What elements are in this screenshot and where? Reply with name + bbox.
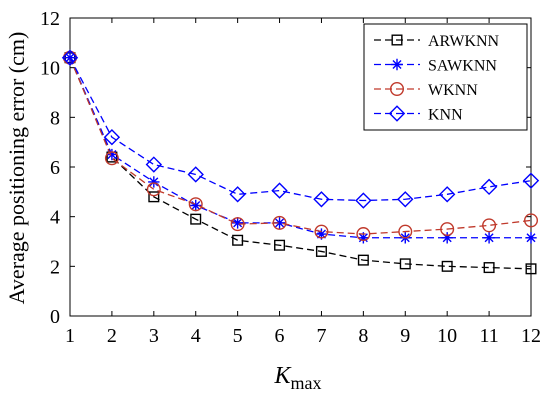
point-marker-square xyxy=(232,234,244,246)
legend-label: KNN xyxy=(428,107,463,124)
point-marker-asterisk xyxy=(231,217,244,229)
point-marker-circle xyxy=(356,227,371,242)
point-marker-asterisk xyxy=(273,217,286,229)
point-marker-circle xyxy=(390,81,405,96)
point-marker-circle xyxy=(188,197,203,212)
x-axis-label: Kmax xyxy=(273,363,321,393)
point-marker-asterisk xyxy=(190,199,202,212)
y-tick-label: 0 xyxy=(50,306,60,328)
point-marker-circle xyxy=(272,215,287,230)
point-marker-asterisk xyxy=(441,232,453,244)
y-tick-label: 4 xyxy=(50,207,60,229)
legend-entry: ARWKNN xyxy=(374,33,500,50)
legend: ARWKNN SAWKNN WKNN KNN xyxy=(363,23,528,131)
legend-entry: KNN xyxy=(374,105,463,124)
point-marker-diamond xyxy=(145,156,163,173)
point-marker-square xyxy=(391,34,403,46)
series-arwknn xyxy=(64,52,537,275)
legend-entry: SAWKNN xyxy=(374,58,497,75)
y-axis-label: Average positioning error (cm) xyxy=(4,32,29,305)
y-tick-label: 8 xyxy=(50,107,60,129)
x-tick-label: 5 xyxy=(233,325,243,347)
series-line xyxy=(69,57,531,239)
legend-entry: WKNN xyxy=(374,81,478,99)
x-tick-label: 6 xyxy=(275,325,285,347)
point-marker-diamond xyxy=(522,172,540,189)
point-marker-square xyxy=(190,213,202,225)
point-marker-asterisk xyxy=(483,232,495,244)
point-marker-asterisk xyxy=(106,148,118,161)
y-tick-label: 6 xyxy=(50,157,60,179)
y-tick-label: 2 xyxy=(50,256,60,278)
series-layer xyxy=(61,49,540,275)
x-tick-label: 12 xyxy=(521,325,541,347)
x-tick-label: 7 xyxy=(316,325,326,347)
point-marker-diamond xyxy=(61,49,79,66)
point-marker-square xyxy=(399,258,411,270)
series-line xyxy=(69,57,532,270)
point-marker-asterisk xyxy=(315,228,328,240)
point-marker-diamond xyxy=(355,192,372,209)
point-marker-diamond xyxy=(388,105,406,122)
x-tick-label: 3 xyxy=(149,325,159,347)
point-marker-diamond xyxy=(313,191,330,208)
x-tick-label: 4 xyxy=(191,325,201,347)
point-marker-circle xyxy=(314,224,329,239)
point-marker-diamond xyxy=(480,178,498,196)
legend-label: WKNN xyxy=(428,82,478,99)
series-knn xyxy=(61,49,540,209)
point-marker-diamond xyxy=(271,182,288,199)
point-marker-diamond xyxy=(397,191,414,208)
y-tick-label: 10 xyxy=(40,58,60,80)
point-marker-circle xyxy=(230,217,245,232)
point-marker-diamond xyxy=(103,129,121,146)
point-marker-asterisk xyxy=(525,232,537,244)
legend-label: ARWKNN xyxy=(428,33,500,50)
point-marker-square xyxy=(441,260,453,272)
x-tick-label: 9 xyxy=(400,325,410,347)
x-tick-label: 8 xyxy=(358,325,368,347)
x-tick-label: 10 xyxy=(437,325,457,347)
point-marker-circle xyxy=(524,213,539,228)
point-marker-circle xyxy=(440,222,455,237)
x-tick-label: 1 xyxy=(65,325,75,347)
point-marker-square xyxy=(274,239,286,251)
point-marker-square xyxy=(525,263,537,275)
x-tick-label: 11 xyxy=(479,325,498,347)
point-marker-square xyxy=(357,254,369,266)
point-marker-square xyxy=(483,262,495,274)
point-marker-circle xyxy=(482,218,497,233)
point-marker-circle xyxy=(398,224,413,239)
point-marker-circle xyxy=(104,151,119,166)
point-marker-circle xyxy=(146,182,161,197)
point-marker-diamond xyxy=(187,166,204,183)
x-tick-label: 2 xyxy=(107,325,117,347)
series-sawknn xyxy=(64,52,537,244)
point-marker-asterisk xyxy=(357,232,370,244)
y-tick-label: 12 xyxy=(40,8,60,30)
point-marker-diamond xyxy=(438,186,456,203)
point-marker-asterisk xyxy=(148,176,160,188)
point-marker-square xyxy=(148,191,160,203)
point-marker-square xyxy=(315,245,327,257)
point-marker-diamond xyxy=(229,186,246,203)
point-marker-asterisk xyxy=(391,58,403,71)
legend-label: SAWKNN xyxy=(428,58,497,75)
series-line xyxy=(69,57,532,202)
point-marker-asterisk xyxy=(64,52,76,64)
